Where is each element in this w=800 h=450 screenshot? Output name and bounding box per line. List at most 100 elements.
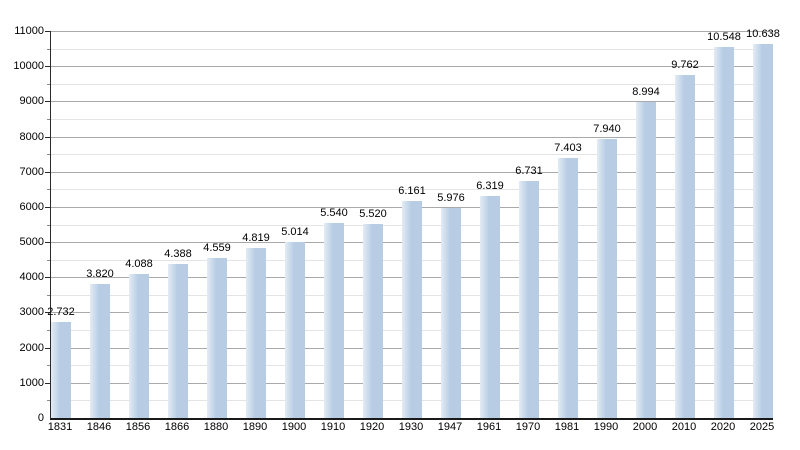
bar-value-label: 9.762	[671, 58, 699, 71]
x-tick-label: 2020	[710, 421, 736, 433]
bar	[519, 181, 539, 418]
bar-value-label: 5.540	[320, 207, 348, 220]
bar-value-label: 6.161	[398, 185, 426, 198]
bar	[675, 74, 695, 418]
x-tick-label: 1890	[242, 421, 268, 433]
y-tick-label: 8000	[19, 130, 44, 143]
y-axis-tick	[45, 136, 50, 138]
x-tick-label: 1970	[515, 421, 541, 433]
bar-value-label: 6.731	[515, 165, 543, 178]
bar-value-label: 10.548	[707, 30, 741, 43]
x-tick-label: 1961	[476, 421, 502, 433]
x-tick-label: 1930	[398, 421, 424, 433]
x-tick-label: 1880	[203, 421, 229, 433]
y-axis-tick	[45, 277, 50, 279]
y-tick-label: 10000	[13, 60, 44, 73]
y-axis-tick	[45, 242, 50, 244]
y-axis-tick	[47, 330, 50, 332]
y-tick-label: 2000	[19, 341, 44, 354]
y-axis-tick	[47, 118, 50, 120]
x-tick-label: 1900	[281, 421, 307, 433]
y-tick-label: 3000	[19, 306, 44, 319]
y-axis-tick	[47, 294, 50, 296]
y-axis-tick	[47, 189, 50, 191]
y-tick-label: 0	[37, 412, 44, 424]
bar-value-label: 7.940	[593, 122, 621, 135]
bar-value-label: 2.732	[47, 305, 75, 318]
x-tick-label: 2000	[632, 421, 658, 433]
bar-value-label: 7.403	[554, 141, 582, 154]
bar	[129, 274, 149, 418]
bar-value-label: 4.388	[164, 247, 192, 260]
bar-value-label: 4.088	[125, 258, 153, 271]
y-axis-tick	[47, 365, 50, 367]
x-tick-label: 1990	[593, 421, 619, 433]
bar-value-label: 4.559	[203, 241, 231, 254]
bar	[597, 138, 617, 418]
x-tick-label: 1920	[359, 421, 385, 433]
bar-value-label: 5.520	[359, 207, 387, 220]
gridline-major	[51, 66, 773, 68]
bar-value-label: 3.820	[86, 267, 114, 280]
gridline-major	[51, 136, 773, 138]
bar	[168, 263, 188, 418]
x-tick-label: 1947	[437, 421, 463, 433]
y-tick-label: 7000	[19, 165, 44, 178]
gridline-minor	[51, 118, 773, 120]
gridline-minor	[51, 189, 773, 191]
bar	[714, 46, 734, 418]
y-axis-tick	[45, 347, 50, 349]
bar-value-label: 5.014	[281, 225, 309, 238]
y-axis-tick	[47, 259, 50, 261]
y-tick-label: 11000	[14, 25, 44, 37]
bar	[51, 321, 71, 418]
gridline-minor	[51, 154, 773, 156]
x-tick-label: 1831	[47, 421, 73, 433]
y-axis-tick	[45, 171, 50, 173]
gridline-major	[51, 31, 773, 32]
x-tick-label: 2010	[671, 421, 697, 433]
bar	[363, 223, 383, 418]
gridline-minor	[51, 48, 773, 50]
bar	[324, 223, 344, 418]
bar	[441, 207, 461, 418]
bar-value-label: 8.994	[632, 85, 660, 98]
x-tick-label: 1846	[86, 421, 112, 433]
x-tick-label: 1866	[164, 421, 190, 433]
bar	[480, 195, 500, 418]
bar	[246, 248, 266, 418]
y-axis-tick	[47, 83, 50, 85]
y-axis-tick	[45, 66, 50, 68]
bar-value-label: 10.638	[746, 27, 780, 40]
y-axis-tick	[45, 101, 50, 103]
bar	[402, 201, 422, 418]
bar-value-label: 5.976	[437, 191, 465, 204]
y-tick-label: 5000	[19, 236, 44, 249]
y-axis-tick	[47, 400, 50, 402]
y-tick-label: 4000	[19, 271, 44, 284]
x-tick-label: 1856	[125, 421, 151, 433]
plot-area: 2.732 3.820 4.088 4.388 4.559 4.819 5.014 5.540…	[45, 28, 780, 420]
bar	[285, 241, 305, 418]
y-axis-tick	[45, 382, 50, 384]
bar	[753, 43, 773, 418]
y-tick-label: 6000	[19, 200, 44, 213]
bar	[558, 157, 578, 418]
gridline-major	[51, 101, 773, 103]
gridline-major	[51, 171, 773, 173]
y-axis-tick	[45, 31, 50, 32]
y-axis-tick	[47, 48, 50, 50]
x-tick-label: 1981	[554, 421, 580, 433]
bar-value-label: 6.319	[476, 179, 504, 192]
bar-value-label: 4.819	[242, 232, 270, 245]
x-tick-label: 2025	[749, 421, 775, 433]
y-tick-label: 1000	[19, 376, 44, 389]
bar	[207, 257, 227, 418]
bar	[636, 101, 656, 418]
gridline-minor	[51, 83, 773, 85]
y-axis-tick	[47, 224, 50, 226]
y-axis-tick	[47, 154, 50, 156]
y-tick-label: 9000	[19, 95, 44, 108]
y-axis-tick	[45, 206, 50, 208]
